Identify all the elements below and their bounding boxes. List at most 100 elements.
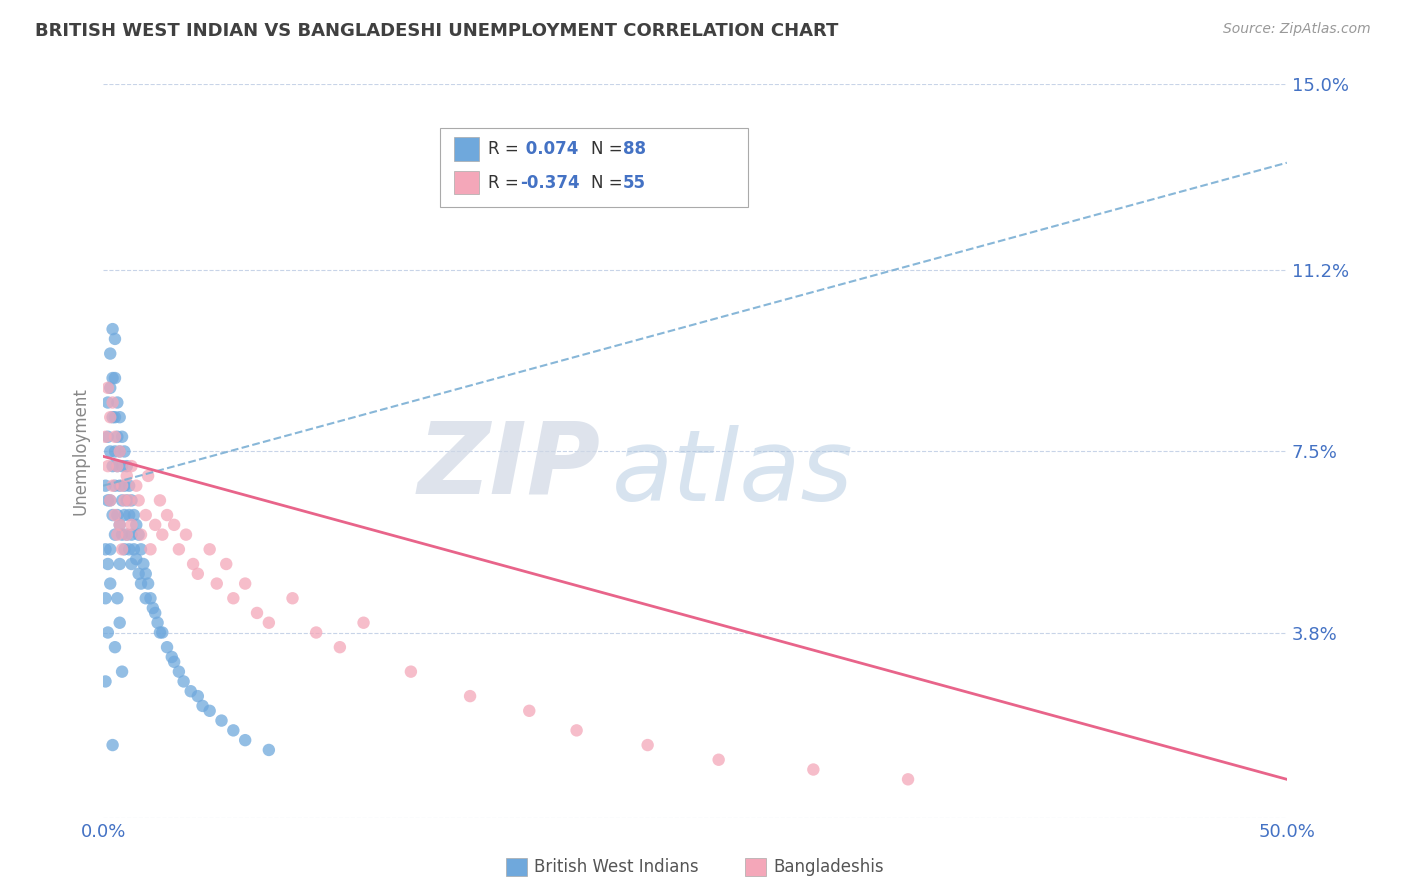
Point [104, 444, 127, 458]
Point [707, 753, 730, 767]
Text: atlas: atlas [612, 425, 853, 522]
Point [139, 591, 162, 606]
Point [97, 381, 120, 395]
Point [637, 738, 659, 752]
Point [146, 615, 169, 630]
Point [160, 650, 183, 665]
Point [104, 527, 127, 541]
Text: R =: R = [488, 174, 524, 192]
Text: -0.374: -0.374 [520, 174, 579, 192]
Point [98, 346, 121, 360]
Point [222, 723, 245, 738]
Point [163, 517, 186, 532]
Point [136, 469, 159, 483]
Point [125, 552, 148, 566]
Point [94, 479, 117, 493]
Point [121, 557, 143, 571]
Point [122, 508, 145, 522]
Point [121, 527, 143, 541]
Point [97, 395, 120, 409]
Point [97, 430, 120, 444]
Text: BRITISH WEST INDIAN VS BANGLADESHI UNEMPLOYMENT CORRELATION CHART: BRITISH WEST INDIAN VS BANGLADESHI UNEMP… [35, 22, 838, 40]
Text: Source: ZipAtlas.com: Source: ZipAtlas.com [1223, 22, 1371, 37]
Point [114, 542, 136, 557]
Point [105, 459, 128, 474]
Point [111, 430, 134, 444]
Point [94, 542, 117, 557]
Point [135, 591, 157, 606]
Point [108, 615, 131, 630]
Point [105, 508, 128, 522]
Point [108, 410, 131, 425]
Point [143, 517, 166, 532]
Point [187, 566, 209, 581]
Point [115, 527, 138, 541]
Point [118, 508, 141, 522]
Point [98, 493, 121, 508]
Point [150, 527, 173, 541]
Point [118, 542, 141, 557]
Point [281, 591, 304, 606]
Y-axis label: Unemployment: Unemployment [72, 387, 89, 516]
Point [897, 772, 920, 787]
Point [136, 576, 159, 591]
Point [104, 430, 127, 444]
Point [94, 591, 117, 606]
Point [115, 527, 138, 541]
Point [121, 493, 143, 508]
Point [135, 508, 157, 522]
Point [257, 743, 280, 757]
Point [115, 493, 138, 508]
Point [181, 557, 204, 571]
Point [105, 527, 128, 541]
Point [125, 479, 148, 493]
Text: N =: N = [591, 140, 627, 158]
Point [139, 542, 162, 557]
Point [108, 444, 131, 458]
Point [122, 542, 145, 557]
Point [101, 479, 124, 493]
Point [108, 444, 131, 458]
Text: British West Indians: British West Indians [534, 858, 699, 876]
Point [180, 684, 202, 698]
Point [150, 625, 173, 640]
Point [111, 479, 134, 493]
Point [104, 410, 127, 425]
Point [458, 689, 481, 703]
Point [149, 625, 172, 640]
Point [222, 591, 245, 606]
Point [104, 508, 127, 522]
Point [233, 576, 256, 591]
Point [104, 640, 127, 655]
Point [97, 557, 120, 571]
Point [114, 493, 136, 508]
Point [98, 410, 121, 425]
Point [135, 566, 157, 581]
Point [101, 459, 124, 474]
Point [305, 625, 328, 640]
Point [191, 698, 214, 713]
Point [129, 527, 152, 541]
Point [132, 557, 155, 571]
Point [104, 332, 127, 346]
Point [98, 493, 121, 508]
Text: 0.074: 0.074 [520, 140, 579, 158]
Point [114, 508, 136, 522]
Point [128, 566, 150, 581]
Point [105, 591, 128, 606]
Point [101, 322, 124, 336]
Point [111, 493, 134, 508]
Point [129, 542, 152, 557]
Point [211, 714, 233, 728]
Text: 55: 55 [623, 174, 645, 192]
Point [173, 674, 195, 689]
Point [111, 527, 134, 541]
Point [198, 704, 221, 718]
Point [156, 640, 179, 655]
Point [114, 479, 136, 493]
Point [128, 493, 150, 508]
Point [118, 493, 141, 508]
Text: Bangladeshis: Bangladeshis [773, 858, 884, 876]
Point [111, 542, 134, 557]
Point [111, 459, 134, 474]
